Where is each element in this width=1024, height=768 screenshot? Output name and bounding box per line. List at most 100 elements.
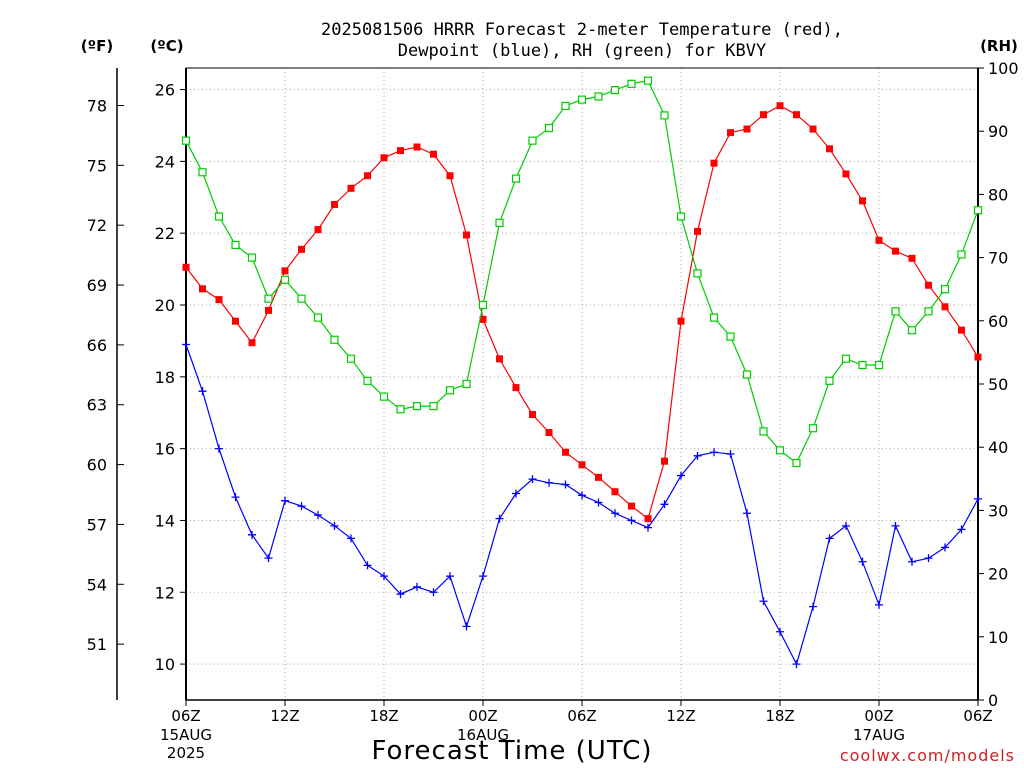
x-tick-label: 12Z [666,707,695,725]
rh-point [363,376,372,385]
temperature-point [842,170,850,178]
temperature-point [941,303,949,311]
dewpoint-point [611,509,619,518]
temperature-point [413,143,421,151]
celsius-tick-label: 20 [155,296,175,315]
rh-point [841,354,851,363]
dewpoint-point [462,622,471,631]
dewpoint-point [693,451,702,460]
rh-tick-label: 20 [988,565,1008,584]
temperature-point [232,317,239,325]
celsius-unit-label: (ºC) [150,37,183,55]
dewpoint-point [215,444,223,453]
temperature-point [331,200,338,208]
rh-tick-label: 40 [988,438,1008,457]
rh-point [594,92,603,101]
temperature-point [661,457,668,465]
dewpoint-point [182,340,190,349]
temperature-point [760,111,767,119]
temperature-point [875,236,883,244]
dewpoint-point [974,494,982,503]
dewpoint-point [924,554,933,563]
dewpoint-point [792,660,801,669]
temperature-point [595,473,602,481]
rh-point [792,458,801,468]
dewpoint-point [759,597,768,606]
x-date-label: 15AUG [160,726,212,744]
fahrenheit-tick-label: 54 [87,575,107,594]
rh-point [858,360,867,370]
dewpoint-point [627,516,636,525]
rh-point [693,269,702,278]
rh-tick-label: 60 [988,312,1008,331]
rh-point [181,136,191,145]
dewpoint-point [248,530,256,539]
rh-point [231,240,240,250]
dewpoint-point [842,521,850,530]
chart-subtitle: Dewpoint (blue), RH (green) for KBVY [398,41,766,61]
dewpoint-point [809,602,817,611]
rh-point [280,275,290,284]
dewpoint-point [231,493,240,502]
temperature-point [859,197,866,205]
temperature-point [446,172,454,180]
x-date-label: 16AUG [457,726,509,744]
rh-point [726,332,735,341]
rh-point [643,76,653,85]
celsius-tick-label: 12 [155,583,175,602]
temperature-point [199,285,206,293]
rh-point [907,326,917,335]
dewpoint-point [594,498,603,507]
rh-point [940,285,950,294]
temperature-point [496,355,503,363]
dewpoint-point [743,509,751,518]
x-tick-label: 06Z [963,707,992,725]
x-year-label: 2025 [167,744,205,762]
temperature-point [677,317,685,325]
rh-point [198,168,207,177]
temperature-point [281,267,289,275]
rh-point [874,360,884,370]
rh-tick-label: 30 [988,501,1008,520]
temperature-point [578,461,586,469]
rh-point [379,392,389,401]
fahrenheit-tick-label: 72 [87,216,107,235]
temperature-point [397,147,404,155]
rh-tick-label: 50 [988,375,1008,394]
rh-point [264,294,273,303]
rh-point [412,402,422,411]
temperature-point [529,411,536,419]
dewpoint-point [264,554,273,563]
x-tick-label: 12Z [270,707,299,725]
temperature-point [248,339,256,347]
dewpoint-point [479,572,487,581]
rh-point [297,294,306,303]
source-credit: coolwx.com/models [840,746,1015,765]
temperature-point [347,184,355,192]
temperature-point [430,150,437,158]
temperature-point [628,502,635,510]
rh-tick-label: 80 [988,185,1008,204]
dewpoint-point [528,475,537,484]
fahrenheit-tick-label: 75 [87,156,107,175]
fahrenheit-tick-label: 69 [87,276,107,295]
temperature-point [314,226,322,234]
rh-point [676,212,686,221]
temperature-point [793,111,800,119]
dewpoint-point [198,387,207,396]
celsius-tick-label: 16 [155,440,175,459]
dewpoint-point [512,489,520,498]
temperature-point [727,129,734,137]
grid-lines [186,68,978,700]
rh-point [709,313,719,322]
rh-point [627,79,636,88]
dewpoint-point [776,627,784,636]
rh-point [445,386,455,395]
dewpoint-point [545,478,553,487]
celsius-tick-label: 26 [155,81,175,100]
dewpoint-point [446,572,454,581]
temperature-point [562,448,569,456]
fahrenheit-tick-label: 66 [87,336,107,355]
rh-point [561,101,570,111]
x-axis-label: Forecast Time (UTC) [371,736,652,766]
